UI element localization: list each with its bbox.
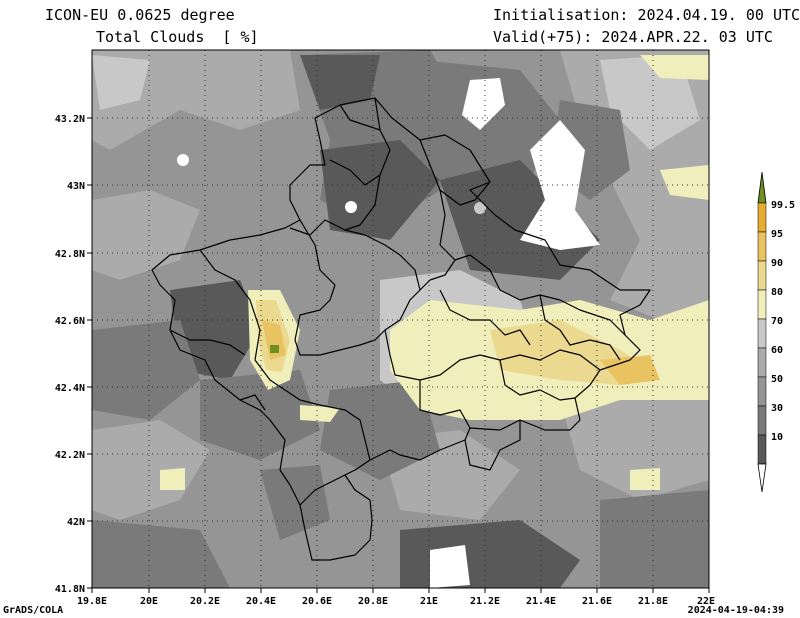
software-credit: GrADS/COLA bbox=[3, 605, 64, 616]
lon-label: 19.8E bbox=[77, 596, 107, 607]
lon-label: 20E bbox=[140, 596, 158, 607]
legend-bottom-triangle bbox=[757, 463, 767, 493]
legend-label: 70 bbox=[771, 316, 783, 327]
lon-label: 21E bbox=[420, 596, 438, 607]
lat-label: 41.8N bbox=[55, 584, 85, 595]
color-legend: 10 30 50 60 70 80 90 95 99.5 bbox=[757, 171, 795, 493]
axis-ticks bbox=[87, 117, 710, 593]
legend-swatch bbox=[757, 376, 767, 407]
legend-swatch bbox=[757, 318, 767, 349]
legend-swatch bbox=[757, 347, 767, 378]
legend-label: 10 bbox=[771, 432, 783, 443]
lon-label: 20.6E bbox=[302, 596, 332, 607]
legend-label: 50 bbox=[771, 374, 783, 385]
legend-swatch bbox=[757, 231, 767, 262]
lon-label: 20.8E bbox=[358, 596, 388, 607]
lon-label: 21.6E bbox=[582, 596, 612, 607]
render-timestamp: 2024-04-19-04:39 bbox=[687, 605, 784, 616]
legend-swatch bbox=[757, 260, 767, 291]
lat-label: 42.8N bbox=[55, 249, 85, 260]
init-time: Initialisation: 2024.04.19. 00 UTC bbox=[493, 6, 800, 24]
lon-label: 22E bbox=[697, 596, 715, 607]
legend-swatch bbox=[757, 202, 767, 233]
lon-label: 21.4E bbox=[526, 596, 556, 607]
admin-borders bbox=[151, 97, 651, 561]
legend-label: 95 bbox=[771, 229, 783, 240]
legend-swatch bbox=[757, 434, 767, 465]
lon-label: 21.2E bbox=[470, 596, 500, 607]
lon-label: 20.2E bbox=[190, 596, 220, 607]
map-frame bbox=[91, 49, 710, 589]
lat-label: 42.4N bbox=[55, 383, 85, 394]
lat-label: 42.6N bbox=[55, 316, 85, 327]
legend-label: 90 bbox=[771, 258, 783, 269]
lon-label: 20.4E bbox=[246, 596, 276, 607]
legend-swatch bbox=[757, 405, 767, 436]
lon-label: 21.8E bbox=[638, 596, 668, 607]
field-title: Total Clouds [ %] bbox=[96, 28, 259, 46]
model-title: ICON-EU 0.0625 degree bbox=[45, 6, 235, 24]
lat-label: 42N bbox=[67, 517, 85, 528]
legend-label: 60 bbox=[771, 345, 783, 356]
legend-swatch bbox=[757, 289, 767, 320]
legend-label: 80 bbox=[771, 287, 783, 298]
lat-label: 42.2N bbox=[55, 450, 85, 461]
legend-top-triangle bbox=[757, 171, 767, 204]
legend-label: 30 bbox=[771, 403, 783, 414]
valid-time: Valid(+75): 2024.APR.22. 03 UTC bbox=[493, 28, 773, 46]
lat-label: 43N bbox=[67, 181, 85, 192]
lat-label: 43.2N bbox=[55, 114, 85, 125]
legend-label: 99.5 bbox=[771, 200, 795, 211]
